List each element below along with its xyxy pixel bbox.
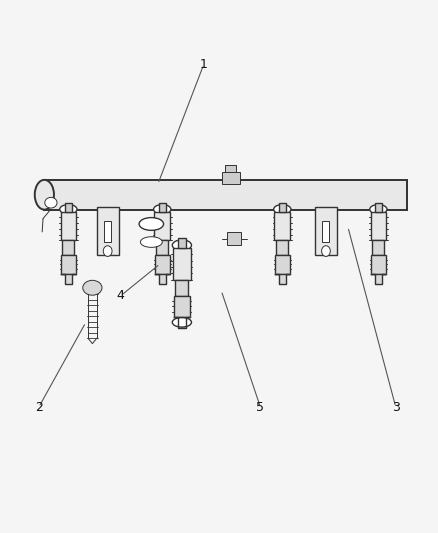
Bar	[159, 203, 166, 212]
Ellipse shape	[321, 246, 330, 256]
Bar	[44, 180, 407, 209]
Bar	[178, 238, 186, 248]
Bar	[371, 255, 386, 274]
Polygon shape	[173, 317, 190, 328]
Text: 4: 4	[117, 289, 125, 302]
Bar	[104, 221, 111, 241]
Ellipse shape	[103, 246, 112, 256]
Bar	[372, 240, 384, 255]
Bar	[175, 280, 188, 296]
Text: 2: 2	[35, 401, 42, 414]
Ellipse shape	[274, 205, 291, 214]
Bar	[375, 203, 382, 212]
Text: 3: 3	[392, 401, 400, 414]
Bar	[63, 240, 74, 255]
Text: 1: 1	[200, 58, 208, 71]
Bar	[156, 240, 168, 255]
Polygon shape	[61, 274, 76, 284]
Bar	[65, 203, 72, 212]
Ellipse shape	[35, 180, 54, 209]
Bar	[322, 221, 329, 241]
Bar	[60, 212, 76, 240]
Bar	[222, 172, 240, 184]
Bar	[173, 296, 190, 317]
Ellipse shape	[172, 240, 191, 251]
Bar	[97, 207, 119, 255]
Polygon shape	[275, 274, 290, 284]
Ellipse shape	[45, 197, 57, 208]
Bar	[279, 203, 286, 212]
Ellipse shape	[83, 280, 102, 295]
Ellipse shape	[154, 205, 171, 214]
Bar	[154, 212, 170, 240]
Polygon shape	[155, 274, 170, 284]
Polygon shape	[371, 274, 386, 284]
Bar	[276, 240, 288, 255]
Ellipse shape	[141, 237, 162, 247]
Bar	[275, 212, 290, 240]
Ellipse shape	[139, 217, 163, 230]
Bar	[173, 248, 191, 280]
Bar	[227, 232, 241, 245]
Ellipse shape	[172, 318, 191, 327]
Text: 5: 5	[257, 401, 265, 414]
Bar	[61, 255, 76, 274]
Bar	[315, 207, 337, 255]
Ellipse shape	[370, 205, 387, 214]
Bar	[225, 165, 237, 172]
Bar	[155, 255, 170, 274]
Bar	[371, 212, 386, 240]
Ellipse shape	[60, 205, 77, 214]
Bar	[275, 255, 290, 274]
